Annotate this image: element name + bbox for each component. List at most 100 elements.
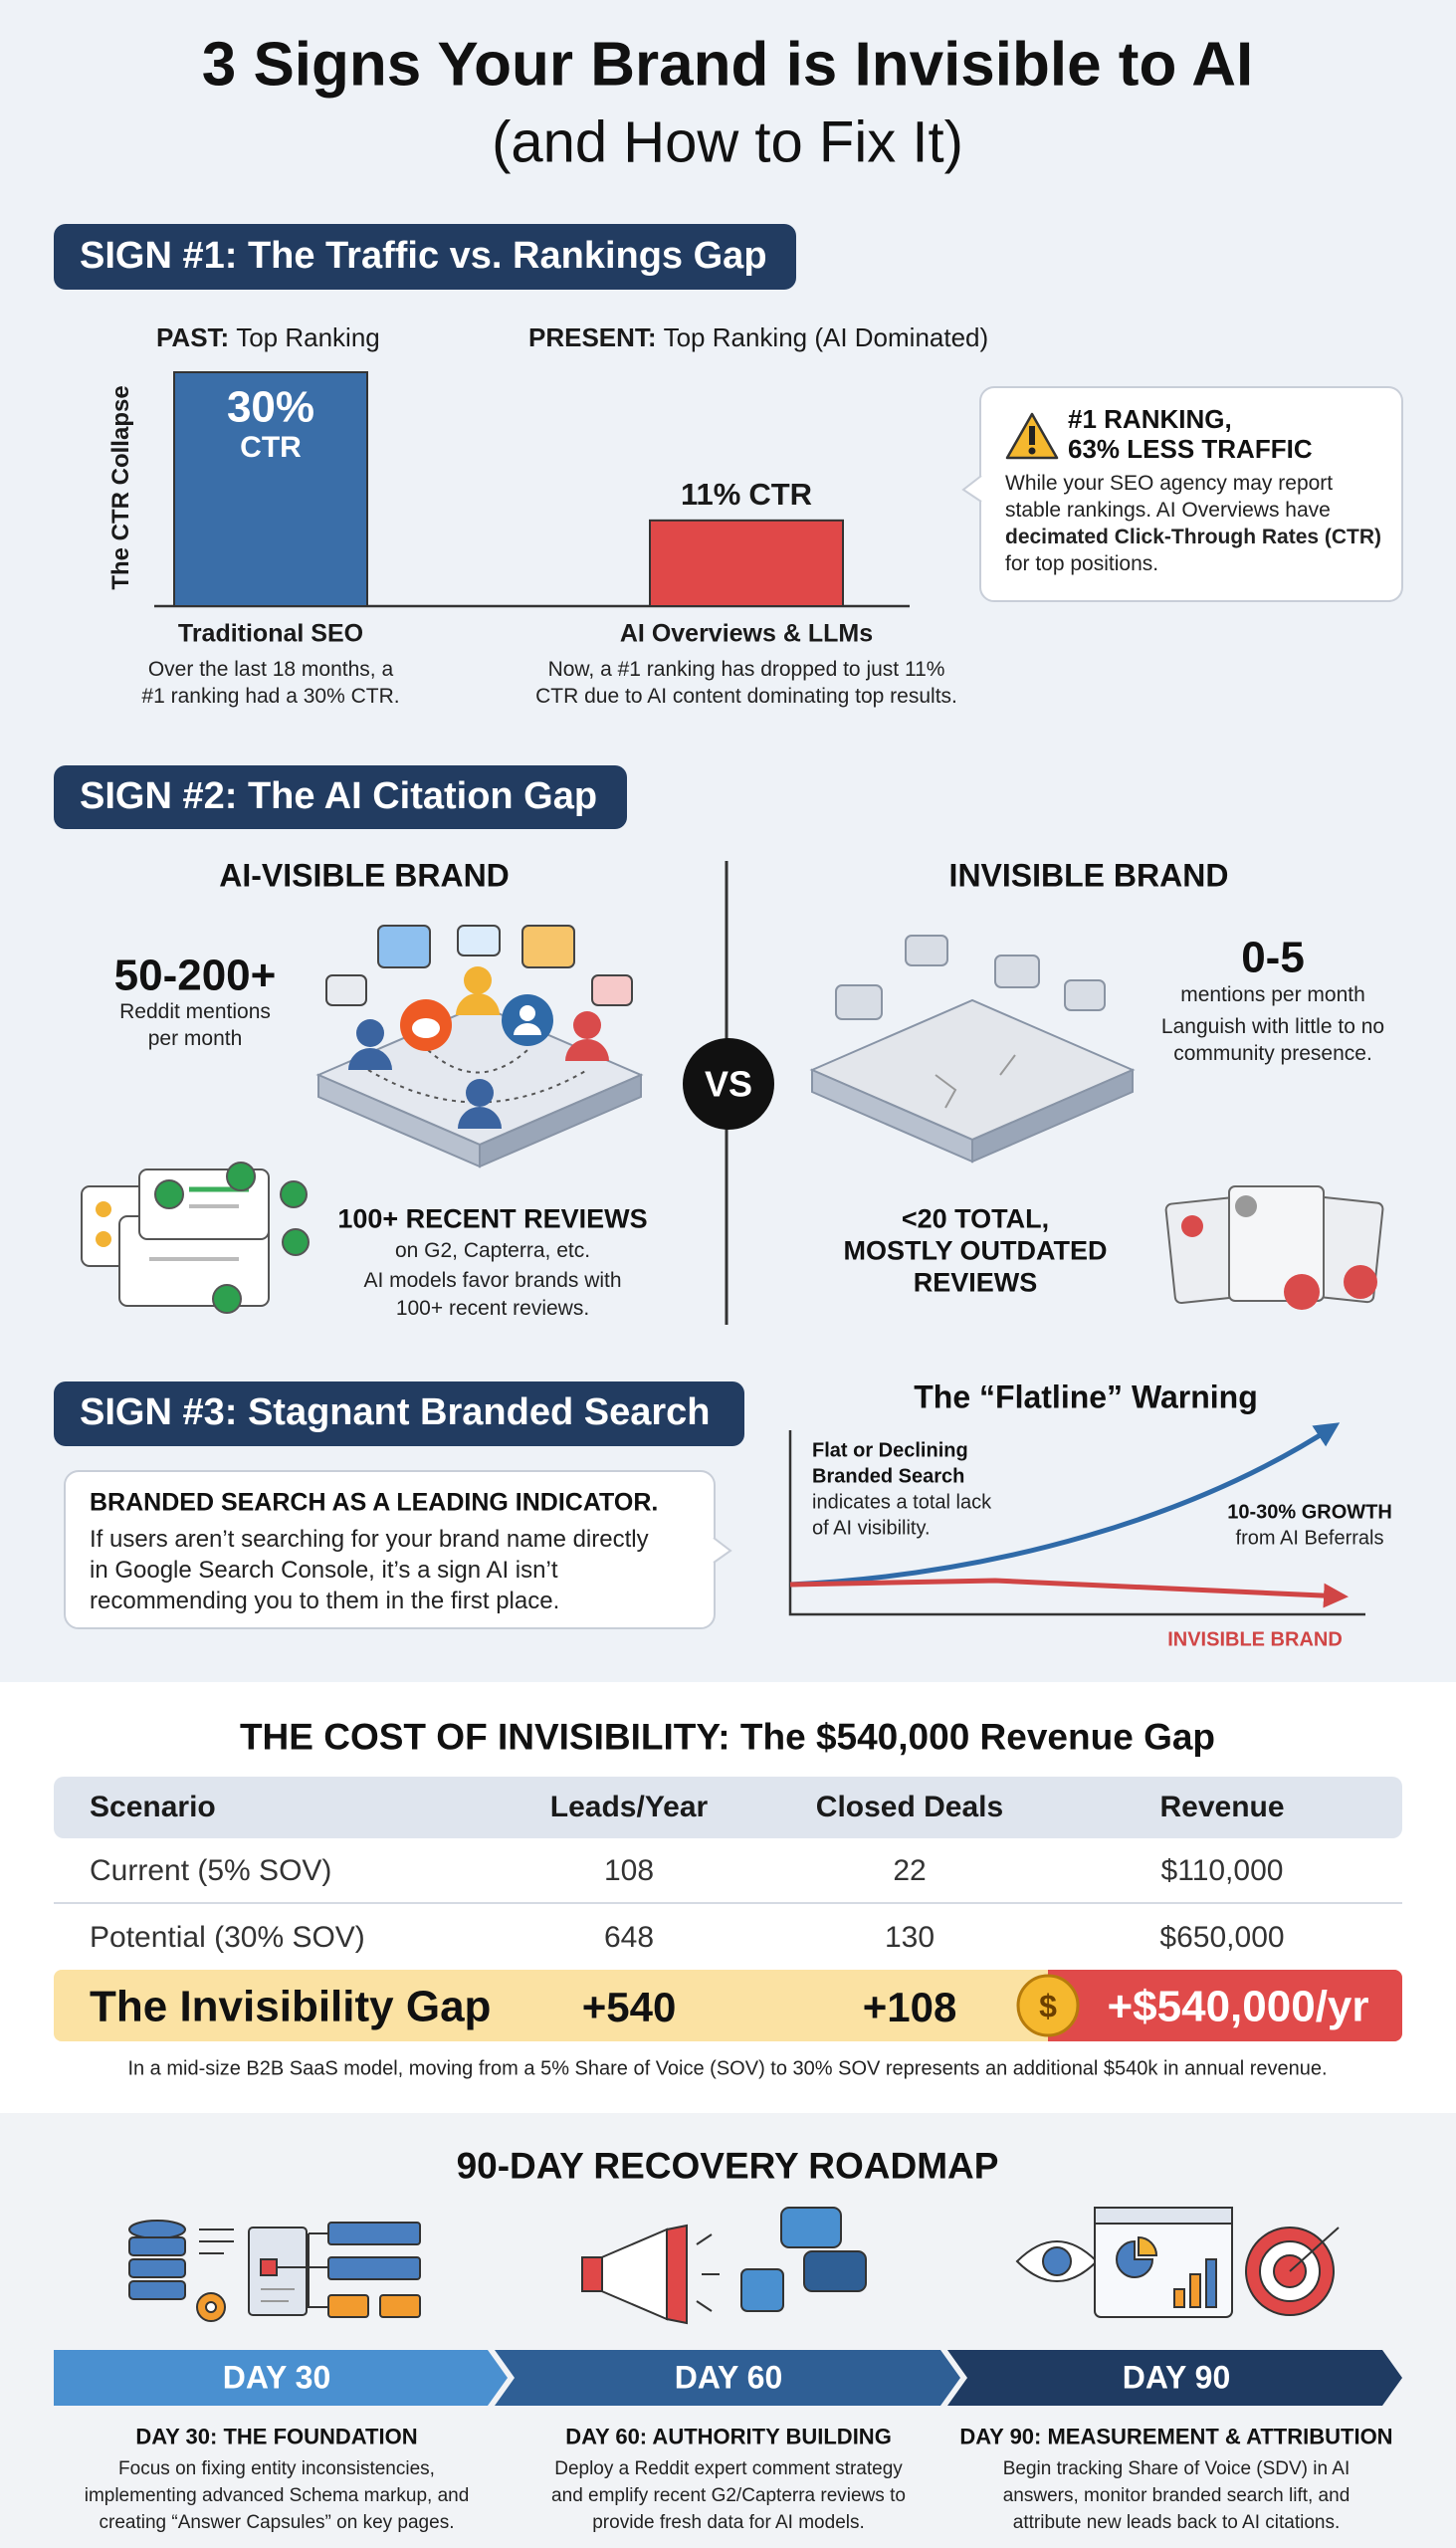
decoration xyxy=(1189,2273,1201,2308)
callout-title: #1 RANKING, xyxy=(1068,404,1232,435)
table-cell: 130 xyxy=(884,1920,936,1954)
authority-icon xyxy=(581,2207,867,2325)
step-day: DAY 30 xyxy=(222,2359,331,2396)
note-text: of AI visibility. xyxy=(812,1517,931,1540)
column-header: Closed Deals xyxy=(815,1790,1004,1823)
flatline-axes xyxy=(788,1430,1365,1616)
table-cell: $110,000 xyxy=(1160,1853,1284,1887)
callout-text: recommending you to them in the first pl… xyxy=(90,1588,560,1615)
value-unit: CTR xyxy=(240,430,302,464)
section-heading: SIGN #2: The AI Citation Gap xyxy=(80,775,598,818)
step-day: DAY 90 xyxy=(1122,2359,1231,2396)
callout-text: While your SEO agency may report stable … xyxy=(1005,472,1334,522)
section-heading: SIGN #1: The Traffic vs. Rankings Gap xyxy=(80,235,767,278)
y-axis-label: The CTR Collapse xyxy=(107,385,135,590)
decoration xyxy=(1173,2288,1185,2308)
table-cell: Potential (30% SOV) xyxy=(90,1920,365,1954)
step-title: DAY 30: THE FOUNDATION xyxy=(135,2424,418,2449)
decoration xyxy=(128,2236,186,2256)
step-text: Deploy a Reddit expert comment strategy xyxy=(554,2458,903,2480)
reviews-title: MOSTLY OUTDATED xyxy=(843,1235,1108,1266)
decoration xyxy=(696,2233,720,2312)
chevron xyxy=(54,2350,508,2406)
decoration xyxy=(377,925,431,968)
chevron xyxy=(947,2350,1402,2406)
step-title: DAY 90: MEASUREMENT & ATTRIBUTION xyxy=(959,2424,1393,2449)
decoration xyxy=(809,998,1136,1142)
category-label: Traditional SEO xyxy=(177,619,364,648)
footnote: In a mid-size B2B SaaS model, moving fro… xyxy=(127,2057,1328,2080)
callout-title: BRANDED SEARCH AS A LEADING INDICATOR. xyxy=(90,1488,659,1517)
stat-caption: Reddit mentions xyxy=(119,999,271,1023)
decoration xyxy=(565,1011,609,1061)
vs-label: VS xyxy=(704,1063,753,1105)
reviews-caption: 100+ recent reviews. xyxy=(395,1296,590,1320)
stat-caption: mentions per month xyxy=(1180,982,1365,1006)
decoration xyxy=(1094,2207,1233,2225)
decoration xyxy=(971,1068,1134,1164)
stat-detail: community presence. xyxy=(1173,1041,1372,1065)
decoration xyxy=(780,2207,842,2248)
decoration xyxy=(280,1180,308,1208)
decoration xyxy=(96,1231,111,1247)
decoration xyxy=(1029,426,1035,445)
decoration xyxy=(154,1179,184,1209)
callout-emphasis: decimated Click-Through Rates (CTR) xyxy=(1005,526,1382,548)
step-day: DAY 60 xyxy=(674,2359,783,2396)
note-title: Branded Search xyxy=(812,1465,965,1488)
roadmap-title: 90-DAY RECOVERY ROADMAP xyxy=(456,2145,999,2187)
value-number: 11% xyxy=(680,477,741,513)
column-header: PAST: Top Ranking xyxy=(156,322,380,353)
coin-symbol: $ xyxy=(1039,1988,1057,2024)
stat: 50-200+ xyxy=(113,951,277,1000)
column-header: Scenario xyxy=(90,1790,216,1823)
foundation-icon xyxy=(128,2220,421,2322)
line-label: INVISIBLE BRAND xyxy=(1167,1628,1343,1651)
callout-body: While your SEO agency may report stable … xyxy=(1005,470,1388,577)
decoration xyxy=(713,1537,732,1564)
column-header: PRESENT: Top Ranking (AI Dominated) xyxy=(528,322,989,353)
gap-value: +540 xyxy=(581,1983,677,2030)
decoration xyxy=(1205,2258,1217,2308)
coin xyxy=(1016,1974,1080,2037)
decoration xyxy=(1289,2227,1340,2272)
column-header: Leads/Year xyxy=(549,1790,709,1823)
decoration xyxy=(835,935,1106,1020)
value-label: 30% xyxy=(226,382,315,432)
callout-box xyxy=(64,1470,732,1629)
decoration xyxy=(260,2258,278,2276)
column-header-text: Top Ranking xyxy=(236,322,380,353)
decoration xyxy=(327,2256,421,2280)
caption: Now, a #1 ranking has dropped to just 11… xyxy=(547,657,945,681)
caption: Over the last 18 months, a xyxy=(147,657,394,681)
decoration xyxy=(1116,2239,1154,2278)
table-cell: Current (5% SOV) xyxy=(90,1853,332,1887)
column-title: INVISIBLE BRAND xyxy=(948,857,1229,894)
reviews-title: REVIEWS xyxy=(913,1267,1038,1298)
reviews-caption: AI models favor brands with xyxy=(363,1268,622,1292)
step-text: implementing advanced Schema markup, and xyxy=(84,2485,470,2507)
growth-title: 10-30% GROWTH xyxy=(1227,1501,1392,1524)
empty-platform-illustration xyxy=(809,935,1136,1164)
decoration xyxy=(457,925,501,956)
decoration xyxy=(935,1054,1016,1109)
decoration xyxy=(1181,1215,1203,1237)
callout-text: If users aren’t searching for your brand… xyxy=(90,1526,649,1554)
caption: CTR due to AI content dominating top res… xyxy=(535,684,957,708)
decoration xyxy=(1028,447,1036,455)
table-title: THE COST OF INVISIBILITY: The $540,000 R… xyxy=(239,1716,1216,1758)
callout-text: in Google Search Console, it’s a sign AI… xyxy=(90,1557,558,1585)
title: 3 Signs Your Brand is Invisible to AI xyxy=(201,30,1254,100)
decoration xyxy=(803,2250,867,2292)
column-header-label: PAST: xyxy=(156,322,230,353)
value-unit: CTR xyxy=(748,477,813,513)
measurement-icon xyxy=(1015,2207,1340,2318)
decoration xyxy=(1235,1195,1257,1217)
step-text: creating “Answer Capsules” on key pages. xyxy=(99,2512,455,2534)
reviews-sub: on G2, Capterra, etc. xyxy=(394,1238,591,1262)
decoration xyxy=(128,2220,186,2300)
decoration xyxy=(212,1284,242,1314)
step-text: answers, monitor branded search lift, an… xyxy=(1002,2485,1351,2507)
column-header-text: Top Ranking (AI Dominated) xyxy=(663,322,989,353)
